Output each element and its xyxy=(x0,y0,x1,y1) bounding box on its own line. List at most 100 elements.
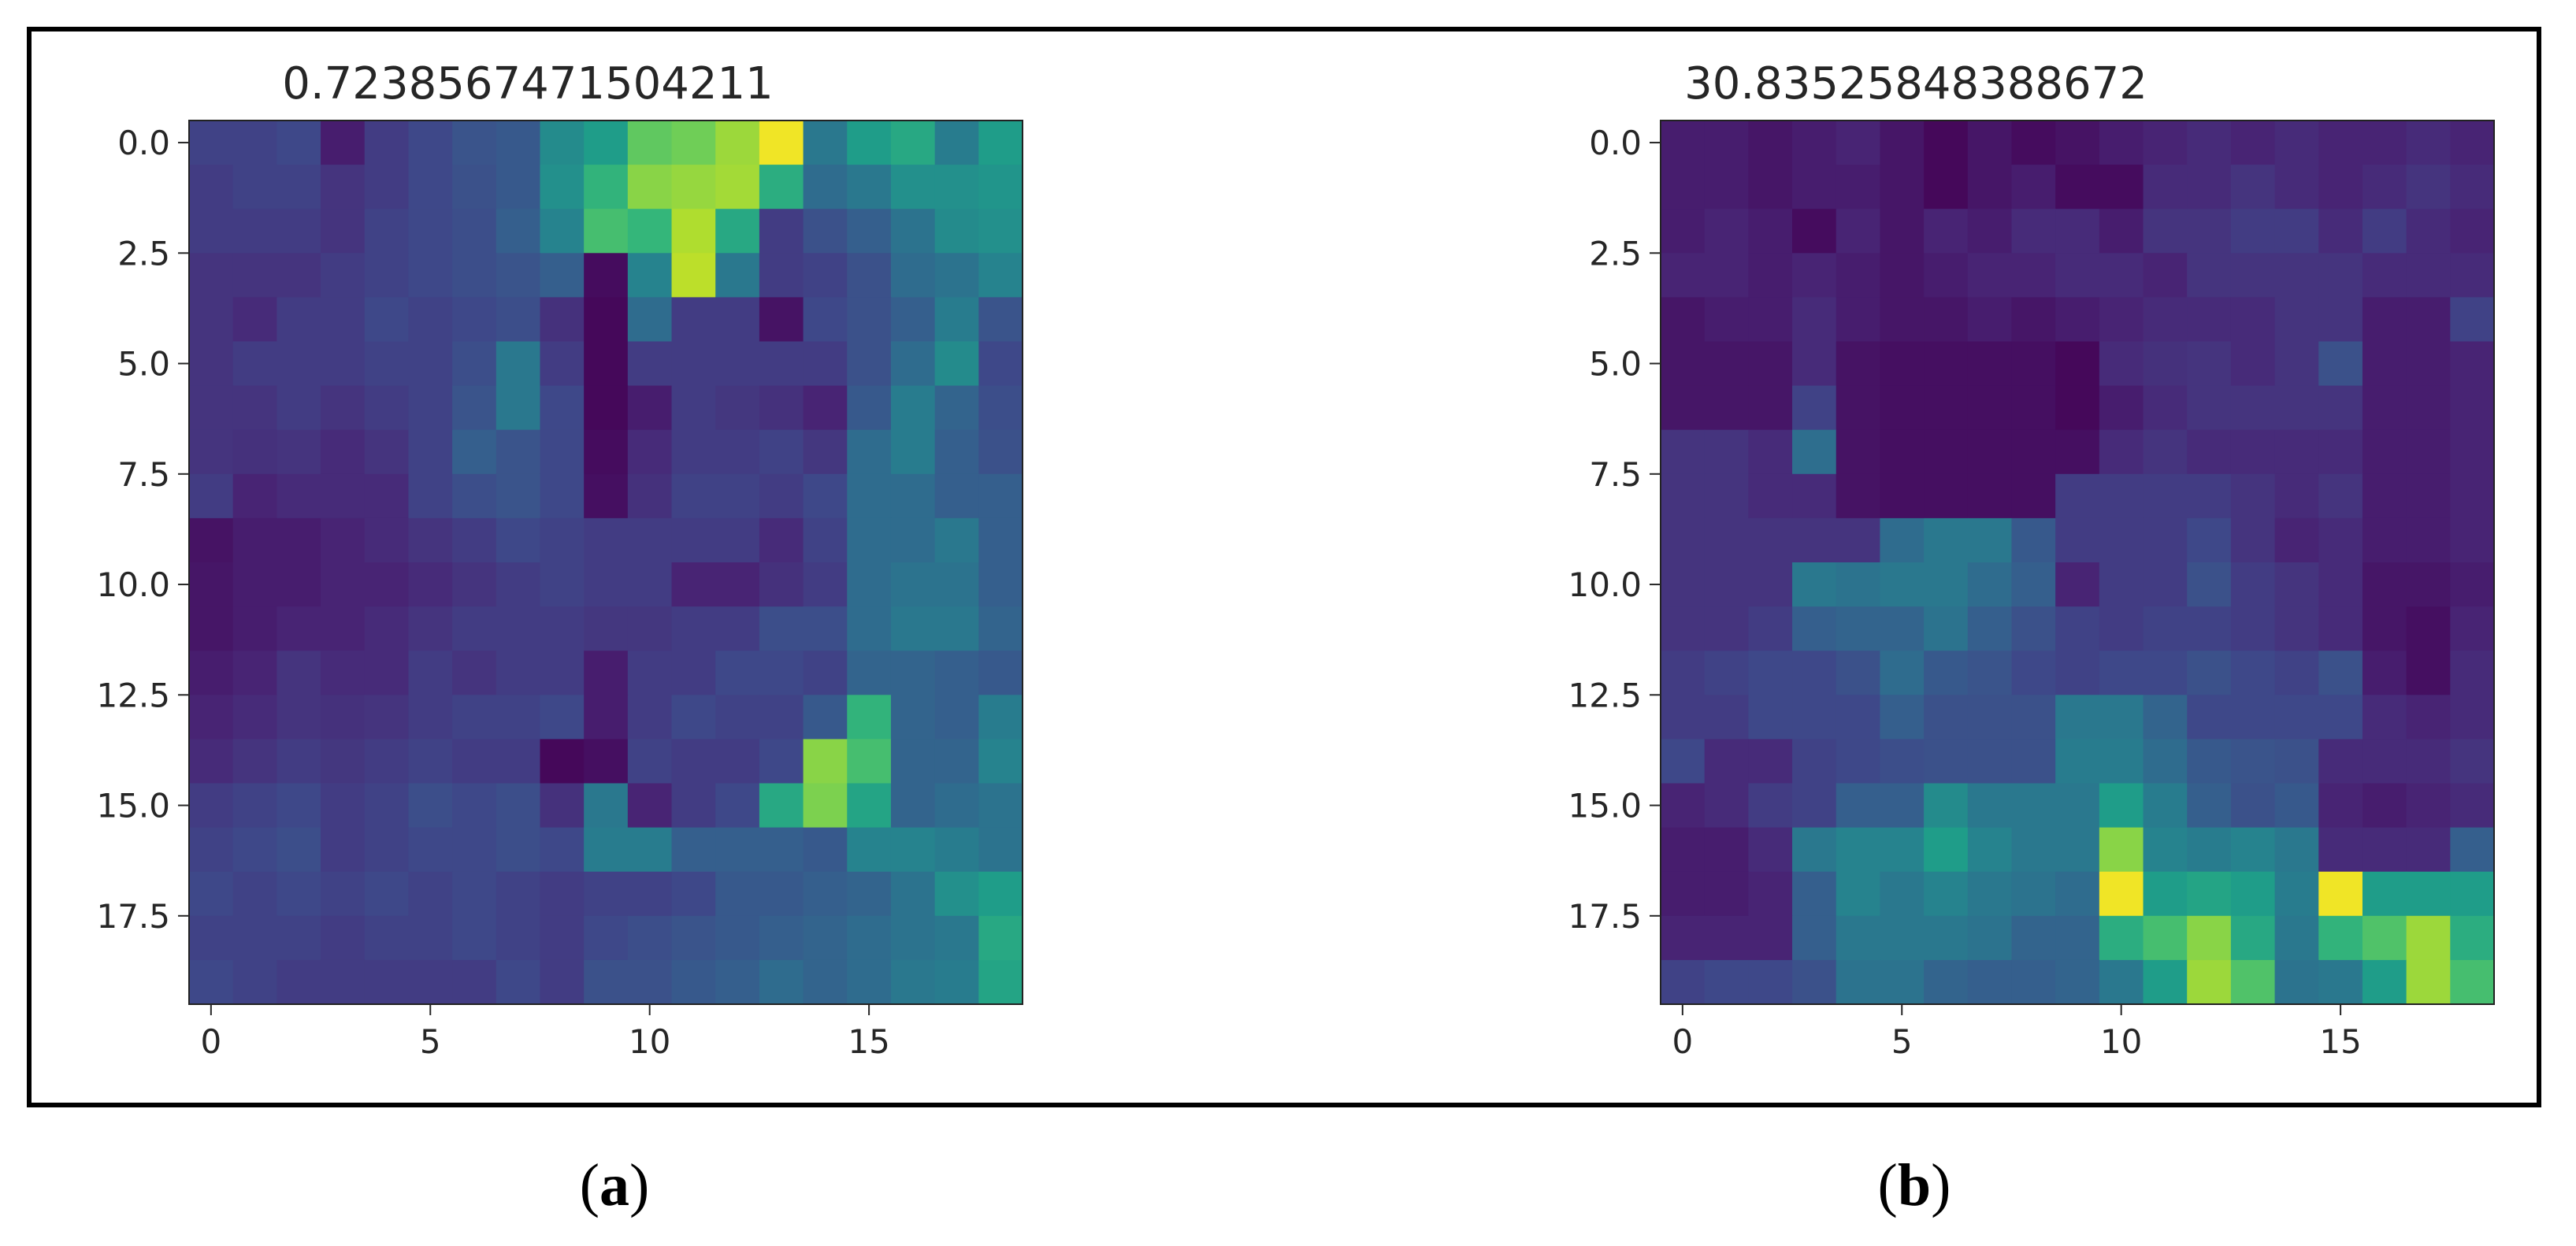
heatmap-cell xyxy=(847,651,892,695)
heatmap-cell xyxy=(2099,695,2144,740)
heatmap-cell xyxy=(1748,783,1793,829)
heatmap-cell xyxy=(2143,341,2188,387)
heatmap-cell xyxy=(1792,562,1837,607)
heatmap-cell xyxy=(1792,385,1837,431)
heatmap-cell xyxy=(627,385,673,431)
heatmap-cell xyxy=(540,783,585,829)
heatmap-cell xyxy=(584,253,629,298)
heatmap-cell xyxy=(189,165,234,210)
heatmap-cell xyxy=(277,121,321,165)
heatmap-cell xyxy=(2318,606,2363,651)
heatmap-cell xyxy=(1661,385,1706,431)
heatmap-cell xyxy=(189,871,234,917)
heatmap-cell xyxy=(189,783,234,829)
heatmap-cell xyxy=(671,209,716,254)
heatmap-cell xyxy=(890,695,936,740)
heatmap-cell xyxy=(803,783,848,829)
heatmap-cell xyxy=(2230,253,2276,298)
heatmap-cell xyxy=(2099,606,2144,651)
heatmap-cell xyxy=(2362,915,2407,961)
heatmap-cell xyxy=(2274,783,2319,829)
heatmap-cell xyxy=(1835,165,1881,210)
heatmap-cell xyxy=(189,121,234,165)
heatmap-cell xyxy=(1835,121,1881,165)
heatmap-cell xyxy=(1704,297,1749,343)
heatmap-cell xyxy=(803,695,848,740)
heatmap-cell xyxy=(2011,209,2056,254)
heatmap-cell xyxy=(321,473,366,519)
heatmap-cell xyxy=(715,385,760,431)
heatmap-cell xyxy=(1880,165,1925,210)
heatmap-cell xyxy=(978,165,1023,210)
heatmap-cell xyxy=(1748,341,1793,387)
panel-b: 30.83525848388672 0.0 2.5 5.0 7.5 10.0 12.5 15… xyxy=(1568,58,2495,1061)
heatmap-cell xyxy=(496,562,541,607)
heatmap-cell xyxy=(1924,959,1969,1005)
heatmap-cell xyxy=(364,695,410,740)
heatmap-cell xyxy=(627,429,673,475)
ytick-label: 2.5 xyxy=(1589,234,1642,273)
heatmap-cell xyxy=(584,871,629,917)
heatmap-cell xyxy=(452,827,497,873)
heatmap-cell xyxy=(1835,517,1881,563)
heatmap-cell xyxy=(671,385,716,431)
heatmap-cell xyxy=(2318,562,2363,607)
heatmap-cell xyxy=(540,959,585,1005)
panel-b-xticks: 0 5 10 15 xyxy=(1672,1004,2362,1061)
heatmap-cell xyxy=(1924,165,1969,210)
heatmap-cell xyxy=(803,121,848,165)
heatmap-cell xyxy=(584,473,629,519)
heatmap-cell xyxy=(934,651,979,695)
heatmap-cell xyxy=(715,783,760,829)
ytick-label: 7.5 xyxy=(117,455,170,494)
heatmap-cell xyxy=(2274,871,2319,917)
heatmap-cell xyxy=(232,385,277,431)
heatmap-cell xyxy=(1967,783,2013,829)
heatmap-cell xyxy=(2055,121,2100,165)
heatmap-cell xyxy=(2143,695,2188,740)
heatmap-cell xyxy=(847,121,892,165)
heatmap-cell xyxy=(1661,695,1706,740)
heatmap-cell xyxy=(2011,606,2056,651)
heatmap-cell xyxy=(978,959,1023,1005)
heatmap-cell xyxy=(2055,253,2100,298)
heatmap-cell xyxy=(1967,297,2013,343)
heatmap-cell xyxy=(759,165,804,210)
heatmap-cell xyxy=(1924,871,1969,917)
heatmap-cell xyxy=(1967,165,2013,210)
heatmap-cell xyxy=(1880,253,1925,298)
heatmap-cell xyxy=(1748,253,1793,298)
heatmap-cell xyxy=(1792,297,1837,343)
heatmap-cell xyxy=(759,429,804,475)
heatmap-cell xyxy=(1792,651,1837,695)
heatmap-cell xyxy=(890,739,936,784)
heatmap-cell xyxy=(627,297,673,343)
panel-a-xticks: 0 5 10 15 xyxy=(200,1004,890,1061)
heatmap-cell xyxy=(408,429,453,475)
heatmap-cell xyxy=(2230,915,2276,961)
heatmap-cell xyxy=(584,297,629,343)
heatmap-cell xyxy=(1967,562,2013,607)
heatmap-cell xyxy=(671,606,716,651)
heatmap-cell xyxy=(1792,209,1837,254)
heatmap-cell xyxy=(2274,165,2319,210)
heatmap-cell xyxy=(232,739,277,784)
heatmap-cell xyxy=(978,783,1023,829)
heatmap-cell xyxy=(540,209,585,254)
heatmap-cell xyxy=(2230,473,2276,519)
heatmap-cell xyxy=(715,739,760,784)
heatmap-cell xyxy=(2143,959,2188,1005)
heatmap-cell xyxy=(1704,827,1749,873)
heatmap-cell xyxy=(1792,739,1837,784)
heatmap-cell xyxy=(364,871,410,917)
heatmap-cell xyxy=(321,606,366,651)
heatmap-cell xyxy=(715,253,760,298)
heatmap-cell xyxy=(2318,121,2363,165)
heatmap-cell xyxy=(1924,606,1969,651)
heatmap-cell xyxy=(1924,473,1969,519)
panel-b-heatmap xyxy=(1661,121,2495,1005)
heatmap-cell xyxy=(277,253,321,298)
heatmap-cell xyxy=(1792,473,1837,519)
heatmap-cell xyxy=(2450,209,2495,254)
heatmap-cell xyxy=(671,473,716,519)
